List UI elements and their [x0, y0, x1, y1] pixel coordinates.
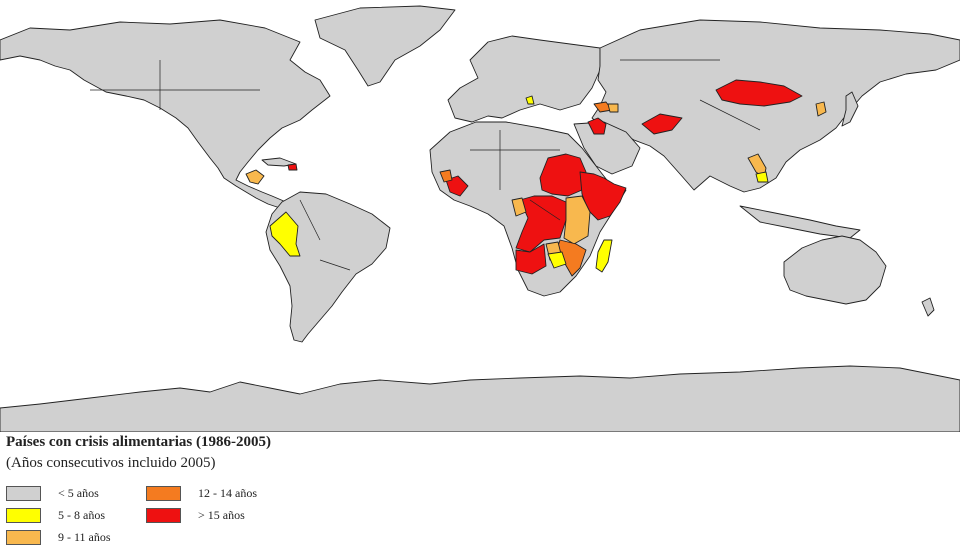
mongolia: [715, 79, 803, 107]
tajikistan-area: [607, 103, 619, 113]
afghanistan: [641, 113, 683, 135]
legend-label: < 5 años: [58, 486, 99, 500]
balkans: [525, 95, 535, 105]
guinea: [439, 169, 453, 183]
angola: [515, 243, 547, 275]
greenland: [314, 5, 456, 87]
legend-swatch: [6, 508, 41, 523]
new-zealand: [921, 297, 935, 317]
world-map: [0, 5, 960, 432]
madagascar: [595, 239, 613, 273]
legend-label: 9 - 11 años: [58, 530, 111, 544]
legend-title: Países con crisis alimentarias (1986-200…: [6, 434, 271, 450]
peru: [269, 211, 301, 257]
legend-label: 5 - 8 años: [58, 508, 105, 522]
indonesia: [739, 205, 861, 239]
legend-swatch: [6, 530, 41, 545]
east-africa: [563, 195, 591, 245]
sudan-chad: [539, 153, 587, 197]
cambodia: [755, 171, 769, 183]
sierra-leone-liberia: [445, 175, 469, 197]
legend-label: 12 - 14 años: [198, 486, 257, 500]
legend-swatch: [146, 508, 181, 523]
central-america-crisis: [245, 169, 265, 185]
central-africa: [515, 195, 567, 253]
antarctica: [0, 365, 960, 432]
legend-subtitle: (Años consecutivos incluido 2005): [6, 455, 216, 471]
north-korea: [815, 101, 827, 117]
legend-swatch: [6, 486, 41, 501]
haiti: [287, 163, 298, 171]
cameroon: [511, 197, 527, 217]
zimbabwe: [547, 251, 567, 269]
arabia: [573, 121, 641, 175]
iraq: [587, 117, 607, 135]
legend-swatch: [146, 486, 181, 501]
japan: [841, 91, 859, 127]
border-lines: [90, 59, 761, 271]
australia: [783, 235, 887, 305]
legend-label: > 15 años: [198, 508, 245, 522]
